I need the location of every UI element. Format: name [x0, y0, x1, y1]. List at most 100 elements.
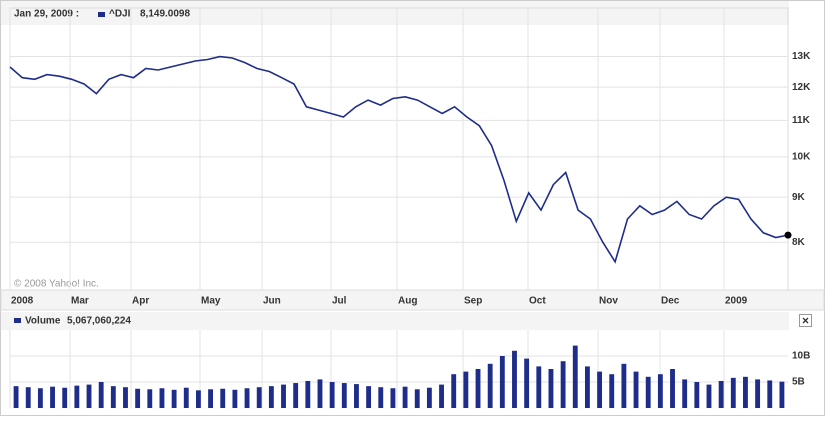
- volume-bar: [317, 379, 323, 408]
- volume-bar: [548, 369, 554, 408]
- volume-bar: [183, 387, 189, 408]
- volume-bar: [767, 380, 773, 408]
- volume-bar: [439, 384, 444, 408]
- volume-bar: [621, 363, 627, 408]
- volume-bar: [208, 389, 214, 408]
- volume-bar: [463, 371, 469, 408]
- volume-bar: [524, 358, 530, 408]
- legend-swatch: [14, 318, 21, 323]
- x-tick-label: Dec: [661, 296, 680, 307]
- volume-bar: [718, 380, 724, 408]
- volume-bar: [171, 389, 177, 408]
- volume-bar: [293, 383, 299, 408]
- volume-bar: [755, 379, 761, 408]
- x-tick-label: 2008: [11, 296, 34, 307]
- x-axis-bar: [0, 289, 825, 311]
- volume-bar: [366, 386, 372, 408]
- volume-bar: [426, 387, 432, 408]
- volume-bar: [98, 382, 104, 408]
- volume-bar: [779, 381, 785, 408]
- volume-bar: [414, 389, 420, 408]
- volume-bar: [597, 371, 603, 408]
- legend-label: ^DJI: [109, 9, 131, 20]
- x-tick-label: Sep: [464, 296, 482, 307]
- x-tick-label: May: [201, 296, 221, 307]
- volume-bar: [147, 389, 153, 408]
- legend-swatch: [98, 12, 105, 17]
- y-tick-label: 8K: [792, 237, 806, 248]
- volume-bar: [706, 384, 712, 408]
- x-tick-label: 2009: [725, 296, 748, 307]
- x-tick-label: Jul: [332, 296, 347, 307]
- volume-bar: [135, 388, 141, 408]
- volume-bar: [268, 386, 274, 408]
- volume-bar: [487, 363, 493, 408]
- copyright: © 2008 Yahoo! Inc.: [14, 279, 99, 290]
- x-tick-label: Aug: [398, 296, 417, 307]
- volume-bar: [305, 380, 311, 408]
- volume-bar: [25, 387, 31, 408]
- volume-bar: [37, 388, 43, 408]
- volume-bar: [694, 382, 700, 408]
- volume-bar: [86, 384, 92, 408]
- volume-bar: [645, 376, 651, 408]
- close-button[interactable]: [799, 314, 812, 327]
- volume-bar: [633, 371, 639, 408]
- volume-bar: [244, 388, 250, 408]
- volume-bar: [609, 374, 615, 408]
- volume-bar: [232, 389, 238, 408]
- volume-value: 5,067,060,224: [67, 316, 131, 327]
- volume-bar: [451, 374, 457, 408]
- volume-bar: [123, 387, 128, 408]
- y-tick-label: 10B: [792, 351, 810, 362]
- volume-bar: [730, 377, 736, 408]
- volume-bar: [670, 369, 675, 408]
- header-date: Jan 29, 2009 :: [14, 9, 79, 20]
- volume-bar: [159, 388, 165, 408]
- volume-bar: [475, 369, 481, 408]
- volume-bar: [657, 374, 663, 408]
- y-tick-label: 5B: [792, 377, 805, 388]
- y-tick-label: 9K: [792, 192, 806, 203]
- x-tick-label: Apr: [132, 296, 149, 307]
- volume-bar: [13, 386, 19, 408]
- volume-bar: [560, 361, 566, 408]
- volume-bar: [256, 387, 262, 408]
- volume-bar: [682, 379, 688, 408]
- volume-bar: [584, 366, 590, 408]
- price-line: [9, 55, 789, 264]
- volume-bar: [572, 345, 578, 408]
- y-tick-label: 10K: [792, 152, 811, 163]
- x-tick-label: Nov: [599, 296, 618, 307]
- y-tick-label: 12K: [792, 82, 811, 93]
- volume-bar: [329, 382, 335, 408]
- volume-bar: [50, 386, 55, 408]
- x-tick-label: Mar: [71, 296, 89, 307]
- volume-header: [1, 312, 789, 330]
- volume-bar: [220, 388, 226, 408]
- volume-bar: [281, 384, 286, 408]
- volume-bar: [499, 356, 505, 408]
- volume-bar: [110, 386, 116, 408]
- x-tick-label: Jun: [263, 296, 281, 307]
- header-bar: [1, 1, 789, 25]
- y-tick-label: 13K: [792, 51, 811, 62]
- volume-bar: [195, 390, 201, 408]
- y-tick-label: 11K: [792, 115, 811, 126]
- volume-bar: [512, 350, 517, 408]
- volume-bar: [62, 387, 68, 408]
- volume-bar: [354, 384, 359, 408]
- volume-bar: [536, 366, 542, 408]
- volume-bar: [390, 388, 396, 408]
- volume-bar: [402, 386, 408, 408]
- volume-bar: [74, 385, 80, 408]
- volume-bar: [743, 376, 748, 408]
- volume-bar: [341, 383, 347, 408]
- x-tick-label: Oct: [529, 296, 546, 307]
- legend-label: Volume: [25, 316, 61, 327]
- volume-bar: [378, 387, 384, 408]
- last-value: 8,149.0098: [140, 9, 190, 20]
- last-point: [784, 231, 792, 239]
